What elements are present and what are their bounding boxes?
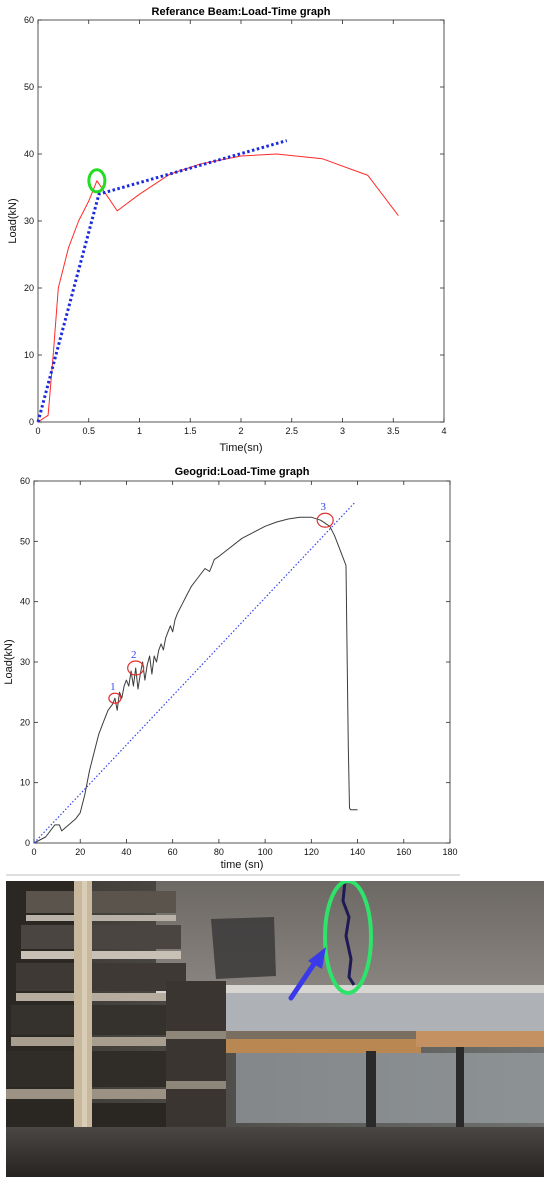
x-tick-label: 80 (214, 847, 224, 857)
x-tick-label: 140 (350, 847, 365, 857)
wooden-plank-right (416, 1031, 544, 1047)
annotation-circle (108, 692, 122, 704)
x-tick-label: 100 (258, 847, 273, 857)
x-tick-label: 2 (238, 426, 243, 436)
y-tick-label: 10 (20, 778, 30, 788)
geogrid-chart: Geogrid:Load-Time graph time (sn) Load(k… (3, 466, 458, 871)
plate-edge (216, 1031, 544, 1039)
x-ticks: 0 0.5 1 1.5 2 2.5 3 3.5 4 (35, 20, 447, 436)
x-axis-label: Time(sn) (220, 442, 263, 454)
y-tick-label: 20 (24, 283, 34, 293)
beam-shadow (211, 917, 276, 979)
annotation-group (87, 168, 107, 194)
x-tick-label: 0.5 (82, 426, 95, 436)
x-tick-label: 2.5 (285, 426, 298, 436)
x-tick-label: 60 (168, 847, 178, 857)
y-axis-label: Load(kN) (7, 198, 19, 243)
x-tick-label: 0 (35, 426, 40, 436)
plot-area (37, 19, 445, 423)
series-group (36, 139, 399, 423)
x-tick-label: 20 (75, 847, 85, 857)
steel-plate (216, 993, 544, 1033)
y-tick-label: 40 (24, 149, 34, 159)
support-leg-right (456, 1047, 464, 1127)
highlight-ellipse (87, 168, 107, 194)
crack-photo-illustration (6, 881, 544, 1177)
annotation-group: 1 2 3 (108, 501, 334, 704)
x-axis-label: time (sn) (221, 859, 264, 871)
y-tick-label: 20 (20, 717, 30, 727)
y-ticks: 0 10 20 30 40 50 60 (20, 476, 450, 848)
y-tick-label: 30 (24, 216, 34, 226)
beam-bottom-edge (156, 985, 544, 993)
y-tick-label: 50 (20, 536, 30, 546)
annotation-circle (316, 512, 334, 528)
x-tick-label: 40 (121, 847, 131, 857)
x-tick-label: 3.5 (387, 426, 400, 436)
x-tick-label: 120 (304, 847, 319, 857)
wooden-plank (211, 1039, 421, 1053)
annotation-label: 3 (320, 501, 326, 513)
annotation-label: 2 (131, 649, 137, 661)
wooden-post-highlight (82, 881, 87, 1177)
reference-beam-chart: Referance Beam:Load-Time graph Time(sn) … (7, 6, 447, 454)
x-tick-label: 0 (31, 847, 36, 857)
y-tick-label: 30 (20, 657, 30, 667)
x-ticks: 0 20 40 60 80 100 120 140 160 180 (31, 481, 458, 857)
crack-photo (6, 881, 544, 1177)
y-tick-label: 60 (20, 476, 30, 486)
load-curve (33, 516, 358, 844)
y-tick-label: 50 (24, 82, 34, 92)
x-tick-label: 1 (137, 426, 142, 436)
x-tick-label: 160 (396, 847, 411, 857)
chart-title: Geogrid:Load-Time graph (175, 466, 310, 478)
arrow-shaft (288, 958, 319, 1001)
y-tick-label: 10 (24, 350, 34, 360)
chart-title: Referance Beam:Load-Time graph (152, 6, 331, 18)
trend-line (33, 501, 356, 844)
y-tick-label: 40 (20, 597, 30, 607)
load-curve (37, 153, 399, 423)
annotation-label: 1 (110, 681, 116, 693)
series-group (33, 501, 358, 844)
y-axis-label: Load(kN) (3, 639, 15, 684)
crack-highlight-ellipse (323, 881, 373, 995)
floor (6, 1127, 544, 1177)
arrow-icon (308, 947, 326, 969)
y-ticks: 0 10 20 30 40 50 60 (24, 15, 444, 427)
trend-line (36, 139, 288, 423)
y-tick-label: 0 (25, 838, 30, 848)
x-tick-label: 180 (442, 847, 457, 857)
plot-area (33, 480, 451, 844)
crack-line (341, 881, 356, 986)
support-leg (366, 1051, 376, 1131)
annotation-circle (127, 660, 145, 676)
x-tick-label: 1.5 (184, 426, 197, 436)
x-tick-label: 4 (441, 426, 446, 436)
y-tick-label: 60 (24, 15, 34, 25)
y-tick-label: 0 (29, 417, 34, 427)
x-tick-label: 3 (340, 426, 345, 436)
background-frame (236, 1053, 544, 1123)
